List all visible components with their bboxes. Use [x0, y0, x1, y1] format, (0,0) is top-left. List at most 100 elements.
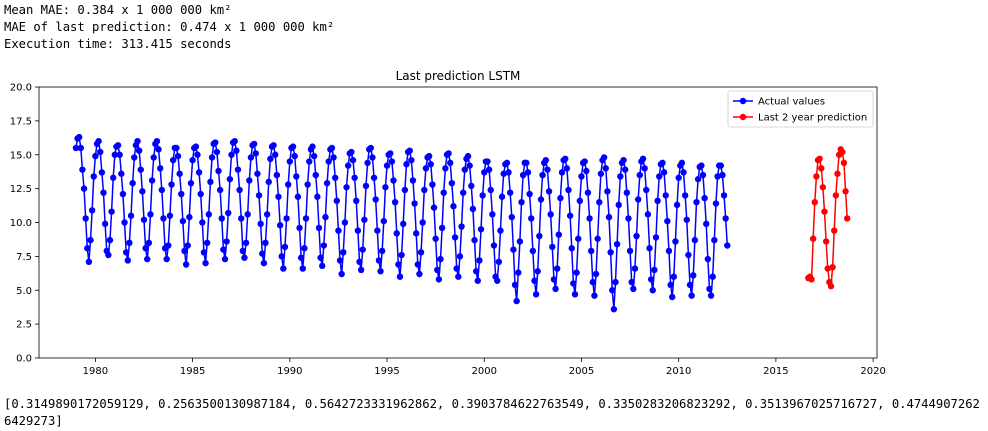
actual-point: [659, 159, 666, 167]
actual-point: [458, 223, 465, 230]
actual-point: [127, 212, 135, 219]
actual-point: [667, 281, 674, 289]
actual-point: [592, 270, 600, 278]
actual-point: [157, 165, 164, 172]
actual-point: [495, 258, 503, 265]
y-tick-label: 10.0: [10, 218, 32, 229]
actual-point: [563, 165, 571, 172]
actual-point: [163, 255, 170, 263]
actual-point: [566, 212, 574, 219]
actual-point: [291, 152, 298, 160]
actual-point: [408, 156, 415, 164]
actual-point: [542, 156, 550, 164]
actual-point: [711, 236, 718, 244]
actual-point: [613, 240, 621, 248]
actual-point: [550, 276, 558, 283]
actual-point: [654, 197, 661, 205]
legend: Actual values Last 2 year prediction: [727, 90, 874, 128]
y-tick-label: 20.0: [10, 83, 32, 94]
actual-point: [447, 159, 454, 167]
legend-prediction-marker: [739, 113, 747, 121]
actual-point: [688, 292, 695, 299]
actual-point: [348, 148, 355, 156]
actual-point: [118, 170, 125, 177]
y-tick-label: 2.5: [16, 320, 32, 331]
actual-point: [357, 266, 365, 274]
actual-point: [706, 285, 713, 293]
actual-point: [310, 152, 318, 160]
actual-point: [508, 213, 515, 221]
line-chart: Last prediction LSTM 1980 1985 1990 1995 200…: [10, 69, 886, 377]
prediction-point: [834, 170, 841, 177]
actual-point: [615, 201, 622, 209]
prediction-point: [813, 173, 820, 180]
actual-point: [241, 254, 248, 261]
actual-point: [77, 144, 85, 152]
actual-point: [297, 254, 305, 261]
actual-point: [398, 251, 405, 259]
actual-point: [600, 154, 608, 161]
actual-point: [500, 170, 507, 177]
x-tick-label: 1980: [83, 366, 108, 377]
actual-point: [140, 216, 148, 223]
prediction-point: [816, 155, 823, 163]
actual-point: [328, 144, 336, 152]
actual-point: [589, 278, 597, 286]
actual-point: [620, 156, 627, 164]
actual-point: [660, 169, 668, 176]
actual-point: [272, 151, 279, 158]
actual-point: [362, 182, 370, 190]
actual-point: [510, 246, 517, 253]
actual-point: [246, 177, 253, 184]
actual-point: [197, 190, 204, 198]
actual-point: [419, 219, 426, 226]
actual-point: [340, 249, 347, 256]
actual-point: [255, 192, 263, 199]
actual-point: [672, 238, 679, 245]
prediction-point: [811, 198, 818, 206]
actual-point: [111, 151, 119, 158]
actual-point: [586, 215, 593, 222]
actual-point: [425, 152, 433, 160]
actual-point: [518, 198, 525, 206]
actual-point: [634, 196, 642, 203]
actual-point: [701, 194, 708, 202]
actual-point: [285, 181, 292, 188]
actual-point: [273, 171, 281, 179]
y-tick-label: 0.0: [16, 354, 32, 365]
actual-point: [722, 215, 729, 222]
actual-point: [75, 133, 83, 141]
actual-point: [479, 192, 486, 199]
plot-area-frame: [38, 86, 878, 359]
actual-point: [330, 154, 337, 161]
actual-point: [126, 239, 133, 247]
actual-point: [622, 166, 629, 173]
actual-point: [315, 224, 323, 232]
actual-point: [505, 169, 512, 176]
actual-point: [387, 150, 394, 157]
actual-point: [503, 159, 511, 167]
actual-point: [359, 246, 366, 253]
actual-point: [516, 238, 524, 245]
actual-point: [678, 159, 686, 167]
series-layer: [72, 133, 851, 313]
chart-title: Last prediction LSTM: [396, 69, 521, 83]
actual-point: [506, 189, 514, 196]
actual-point: [665, 247, 673, 255]
actual-point: [639, 155, 647, 163]
actual-point: [80, 185, 88, 192]
actual-point: [184, 242, 191, 249]
actual-point: [145, 239, 153, 247]
actual-point: [354, 227, 362, 234]
actual-point: [704, 255, 712, 263]
y-tick-label: 17.5: [10, 116, 32, 127]
actual-point: [205, 211, 212, 218]
actual-point: [547, 211, 554, 218]
actual-point: [581, 158, 588, 165]
prediction-point: [827, 282, 835, 290]
actual-point: [276, 222, 284, 229]
actual-point: [583, 167, 590, 175]
prediction-point: [821, 208, 828, 215]
actual-point: [265, 178, 272, 186]
actual-point: [537, 196, 545, 203]
